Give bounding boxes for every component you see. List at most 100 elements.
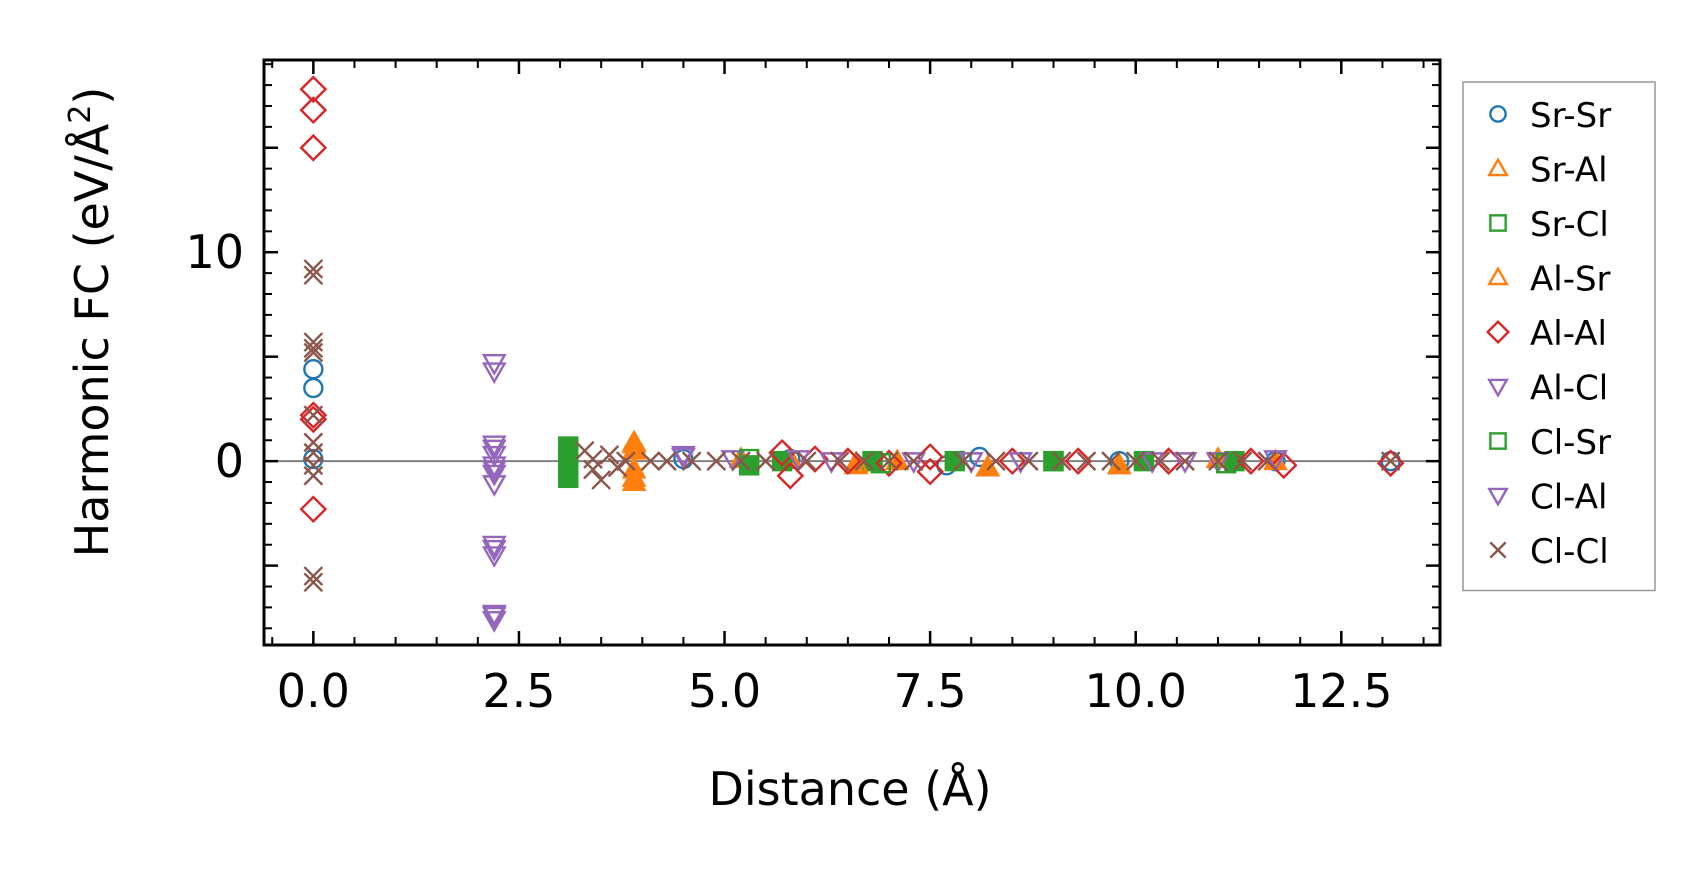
point-al-cl — [481, 464, 507, 487]
point-cl-cl — [953, 451, 973, 471]
point-al-sr — [843, 450, 869, 473]
point-cl-cl — [1208, 451, 1228, 471]
point-cl-al — [481, 606, 507, 629]
point-cl-cl — [1125, 451, 1146, 471]
x-tick-label: 12.5 — [1290, 664, 1392, 718]
point-cl-cl — [583, 459, 603, 480]
point-cl-cl — [796, 451, 817, 471]
point-cl-cl — [706, 451, 727, 471]
series-cl-cl — [303, 259, 1401, 593]
point-cl-cl — [903, 451, 924, 471]
legend-label-cl-al: Cl-Al — [1530, 478, 1607, 518]
point-cl-cl — [303, 338, 324, 359]
legend-marker-cl-sr — [1489, 432, 1507, 450]
point-cl-cl — [607, 457, 628, 478]
point-al-al — [299, 96, 328, 124]
point-cl-cl — [1380, 451, 1401, 471]
point-cl-cl — [657, 451, 677, 471]
point-cl-cl — [1018, 451, 1039, 471]
point-al-cl — [481, 546, 507, 568]
point-cl-cl — [1175, 451, 1195, 471]
point-cl-al — [481, 460, 507, 483]
point-cl-al — [481, 539, 507, 562]
point-al-al — [299, 75, 328, 104]
x-tick-label: 0.0 — [277, 664, 350, 718]
point-al-al — [916, 457, 944, 486]
point-al-al — [299, 405, 328, 434]
series-al-cl — [481, 353, 1288, 633]
plot-area — [264, 75, 1440, 633]
point-cl-cl — [615, 451, 636, 471]
legend-marker-al-cl — [1487, 378, 1509, 398]
point-cl-cl — [731, 451, 751, 471]
point-al-al — [768, 438, 796, 467]
y-tick-label: 0 — [215, 434, 244, 488]
point-cl-cl — [854, 451, 875, 471]
point-al-al — [1376, 449, 1405, 478]
point-al-al — [1237, 447, 1265, 475]
point-cl-cl — [986, 451, 1006, 471]
legend-marker-sr-sr — [1489, 105, 1507, 123]
point-al-al — [299, 495, 328, 524]
point-sr-sr — [303, 359, 324, 380]
point-al-al — [1269, 451, 1298, 480]
point-cl-cl — [1076, 451, 1097, 471]
point-cl-cl — [681, 451, 702, 471]
axes-frame — [262, 58, 1442, 647]
point-cl-cl — [303, 265, 324, 286]
point-al-cl — [1263, 450, 1288, 472]
point-cl-cl — [1232, 451, 1253, 471]
point-cl-cl — [755, 451, 776, 471]
point-cl-cl — [829, 451, 850, 471]
point-al-sr — [621, 465, 647, 487]
point-sr-sr — [303, 377, 324, 399]
x-tick-label: 5.0 — [688, 664, 761, 718]
point-al-al — [776, 461, 805, 490]
point-cl-cl — [303, 432, 324, 453]
x-tick-label: 2.5 — [482, 664, 555, 718]
x-axis-title: Distance (Å) — [708, 762, 991, 816]
point-al-cl — [786, 450, 811, 472]
point-sr-cl — [558, 467, 579, 489]
y-axis-title-end: ) — [65, 87, 119, 105]
point-al-al — [299, 133, 328, 162]
point-cl-cl — [303, 566, 324, 586]
y-axis-title-main: Harmonic FC (eV/Å — [65, 123, 119, 557]
legend-marker-al-sr — [1487, 266, 1509, 286]
legend-label-sr-cl: Sr-Cl — [1530, 205, 1609, 245]
point-cl-cl — [1257, 451, 1278, 471]
point-cl-cl — [583, 449, 603, 469]
legend-label-cl-cl: Cl-Cl — [1530, 532, 1609, 572]
point-al-cl — [481, 610, 507, 633]
point-al-al — [1064, 447, 1093, 475]
legend-marker-sr-cl — [1489, 214, 1507, 232]
point-cl-cl — [640, 451, 661, 471]
legend-marker-cl-cl — [1489, 541, 1507, 559]
legend-marker-cl-al — [1487, 487, 1509, 507]
point-cl-cl — [1101, 451, 1121, 471]
legend-marker-al-al — [1485, 319, 1511, 345]
point-al-al — [998, 447, 1027, 475]
x-tick-label: 10.0 — [1085, 664, 1187, 718]
point-cl-cl — [303, 259, 324, 279]
point-cl-cl — [303, 572, 324, 593]
point-cl-cl — [591, 470, 612, 490]
legend-label-sr-sr: Sr-Sr — [1530, 96, 1611, 136]
legend-label-cl-sr: Cl-Sr — [1530, 423, 1611, 463]
point-al-cl — [481, 445, 507, 468]
point-sr-cl — [1043, 450, 1064, 472]
point-cl-cl — [879, 451, 899, 471]
y-axis-title-superscript: 2 — [63, 105, 98, 124]
legend-label-al-al: Al-Al — [1530, 314, 1607, 354]
point-cl-cl — [303, 465, 324, 486]
point-al-cl — [481, 362, 507, 385]
point-sr-cl — [771, 450, 793, 472]
point-al-cl — [901, 452, 927, 474]
legend-label-al-sr: Al-Sr — [1530, 260, 1611, 300]
legend-label-sr-al: Sr-Al — [1530, 151, 1608, 191]
point-al-al — [299, 401, 328, 430]
data-points — [264, 75, 1440, 633]
axes: 0.0 2.5 5.0 7.5 10.0 12.5 0 10 — [185, 58, 1442, 718]
point-al-cl — [1172, 452, 1198, 474]
